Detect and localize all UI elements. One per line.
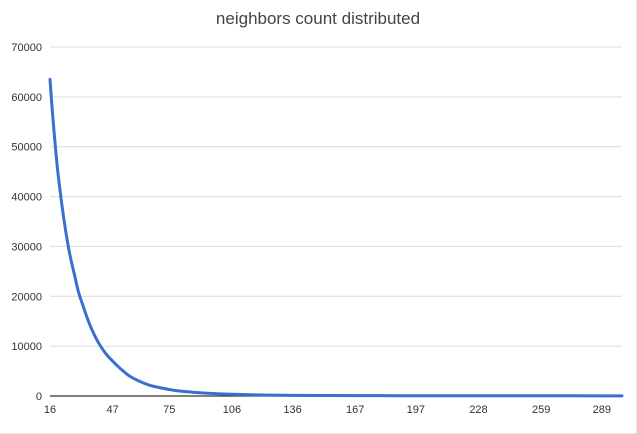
x-tick-label: 47 xyxy=(107,404,119,416)
y-tick-label: 70000 xyxy=(11,42,42,54)
x-tick-label: 259 xyxy=(532,404,550,416)
y-tick-label: 60000 xyxy=(11,92,42,104)
y-tick-label: 10000 xyxy=(11,341,42,353)
chart-title: neighbors count distributed xyxy=(215,9,421,28)
y-tick-labels: 0 10000 20000 30000 40000 50000 60000 70000 xyxy=(11,42,42,403)
y-tick-label: 20000 xyxy=(11,291,42,303)
x-tick-label: 228 xyxy=(469,404,487,416)
grid-layer xyxy=(50,46,622,397)
y-tick-label: 50000 xyxy=(11,142,42,154)
x-tick-labels: 16 47 75 106 136 167 197 228 259 289 xyxy=(44,404,611,416)
x-tick-label: 75 xyxy=(163,404,175,416)
series-layer xyxy=(48,77,624,398)
x-tick-label: 197 xyxy=(407,404,425,416)
x-tick-label: 16 xyxy=(44,404,56,416)
series-line-0 xyxy=(48,77,624,398)
y-tick-label: 0 xyxy=(36,391,42,403)
x-tick-label: 289 xyxy=(593,404,611,416)
x-tick-label: 136 xyxy=(283,404,301,416)
y-tick-label: 40000 xyxy=(11,192,42,204)
x-tick-label: 167 xyxy=(346,404,364,416)
y-tick-label: 30000 xyxy=(11,241,42,253)
x-tick-label: 106 xyxy=(223,404,241,416)
